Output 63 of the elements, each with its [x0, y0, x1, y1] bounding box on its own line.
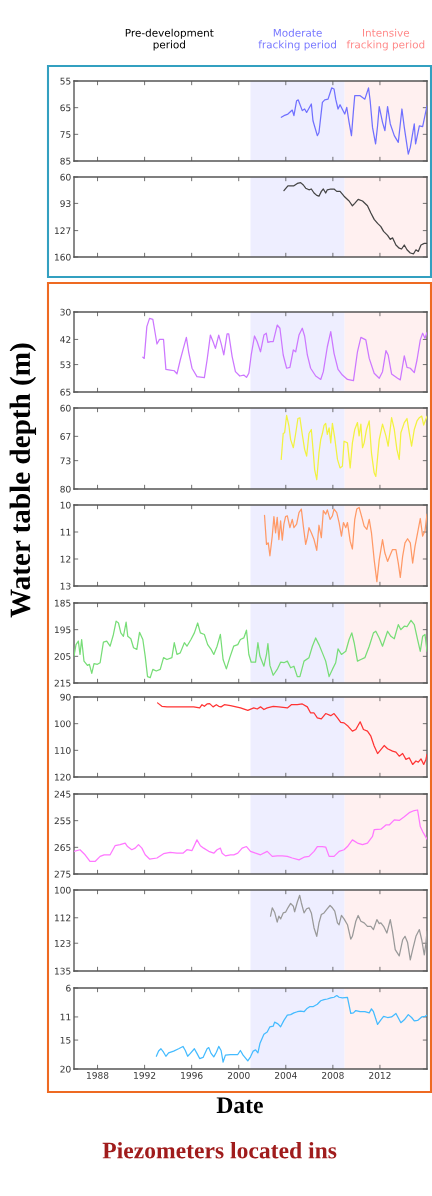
y-tick-label: 75	[60, 131, 71, 138]
y-tick-label: 13	[60, 582, 71, 590]
line-series	[142, 317, 427, 382]
y-tick-label: 215	[54, 679, 71, 687]
y-tick-label: 11	[60, 1013, 71, 1021]
y-tick-label: 6	[66, 984, 71, 992]
y-tick-label: 120	[54, 773, 71, 781]
y-tick-label: 185	[54, 599, 71, 607]
text: Pre-development period	[125, 28, 214, 51]
x-tick-label: 2012	[369, 1071, 391, 1079]
y-tick-label: 53	[60, 361, 71, 369]
y-tick-label: 275	[54, 870, 71, 878]
line-series	[156, 702, 427, 766]
y-tick-label: 110	[54, 747, 71, 754]
y-tick-label: 93	[60, 200, 71, 207]
y-tick-label: 73	[60, 457, 71, 465]
y-tick-label: 55	[60, 77, 71, 85]
y-tick-label: 60	[60, 404, 71, 412]
y-tick-label: 135	[54, 967, 71, 975]
y-tick-label: 12	[60, 555, 71, 563]
line-series	[283, 181, 427, 255]
line-series	[280, 414, 427, 481]
line-series	[263, 506, 427, 583]
band-label: Intensive fracking period	[346, 28, 425, 51]
y-tick-label: 90	[60, 693, 71, 701]
y-tick-label: 11	[60, 528, 71, 536]
x-tick-label: 2008	[322, 1071, 344, 1079]
y-tick-label: 20	[60, 1065, 71, 1073]
x-tick-label: 2004	[274, 1071, 297, 1079]
y-tick-label: 10	[60, 501, 71, 509]
y-tick-label: 123	[54, 939, 71, 947]
y-tick-label: 112	[54, 914, 71, 922]
x-tick-label: 1992	[134, 1071, 156, 1079]
y-tick-label: 80	[60, 485, 71, 493]
y-tick-label: 100	[54, 886, 71, 894]
y-tick-label: 15	[60, 1036, 71, 1044]
text: Piezometers located ins	[102, 1141, 337, 1159]
y-tick-label: 195	[54, 626, 71, 634]
y-tick-label: 255	[54, 817, 71, 825]
line-series	[74, 619, 427, 679]
y-tick-label: 127	[54, 227, 71, 235]
line-series	[74, 809, 427, 863]
x-axis-title: Date	[216, 1097, 263, 1114]
y-tick-label: 60	[60, 173, 71, 181]
y-tick-label: 205	[54, 653, 71, 660]
y-tick-label: 65	[60, 104, 71, 112]
y-tick-label: 85	[60, 157, 71, 165]
y-tick-label: 100	[54, 720, 71, 728]
line-series	[280, 87, 427, 155]
line-series	[269, 894, 427, 961]
y-tick-label: 245	[54, 790, 71, 798]
y-tick-label: 42	[60, 336, 71, 343]
band-label: Moderate fracking period	[258, 28, 336, 51]
y-tick-label: 160	[54, 253, 71, 261]
y-tick-label: 67	[60, 433, 71, 440]
y-axis-title: Water table depth (m)	[9, 343, 37, 618]
y-tick-label: 30	[60, 308, 71, 316]
x-tick-label: 2000	[227, 1071, 250, 1079]
y-tick-label: 265	[54, 844, 71, 851]
y-tick-label: 65	[60, 388, 71, 396]
line-series	[155, 994, 427, 1063]
x-tick-label: 1988	[87, 1071, 109, 1079]
x-tick-label: 1996	[181, 1071, 203, 1079]
